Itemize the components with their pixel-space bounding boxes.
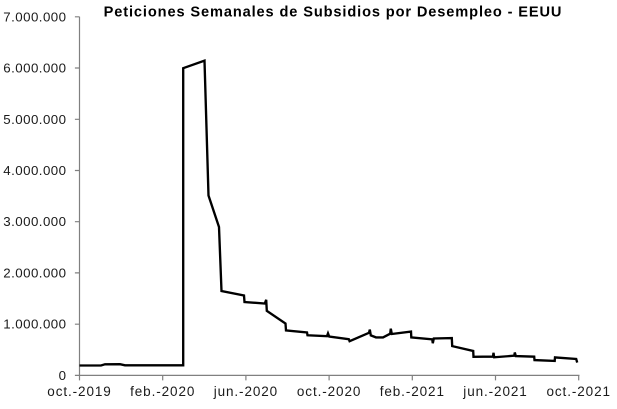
svg-text:oct.-2021: oct.-2021 bbox=[547, 384, 611, 399]
svg-text:4.000.000: 4.000.000 bbox=[3, 163, 66, 178]
svg-text:3.000.000: 3.000.000 bbox=[3, 214, 66, 229]
svg-text:2.000.000: 2.000.000 bbox=[3, 265, 66, 280]
svg-text:5.000.000: 5.000.000 bbox=[3, 112, 66, 127]
svg-text:jun.-2020: jun.-2020 bbox=[213, 384, 278, 399]
svg-text:feb.-2021: feb.-2021 bbox=[380, 384, 445, 399]
svg-text:Peticiones Semanales de Subsid: Peticiones Semanales de Subsidios por De… bbox=[104, 5, 563, 21]
svg-text:jun.-2021: jun.-2021 bbox=[462, 384, 527, 399]
svg-text:1.000.000: 1.000.000 bbox=[3, 317, 66, 332]
svg-text:0: 0 bbox=[59, 368, 67, 383]
svg-text:oct.-2020: oct.-2020 bbox=[297, 384, 361, 399]
svg-text:feb.-2020: feb.-2020 bbox=[130, 384, 195, 399]
svg-text:oct.-2019: oct.-2019 bbox=[47, 384, 111, 399]
svg-text:6.000.000: 6.000.000 bbox=[3, 61, 66, 76]
svg-text:7.000.000: 7.000.000 bbox=[3, 9, 66, 24]
